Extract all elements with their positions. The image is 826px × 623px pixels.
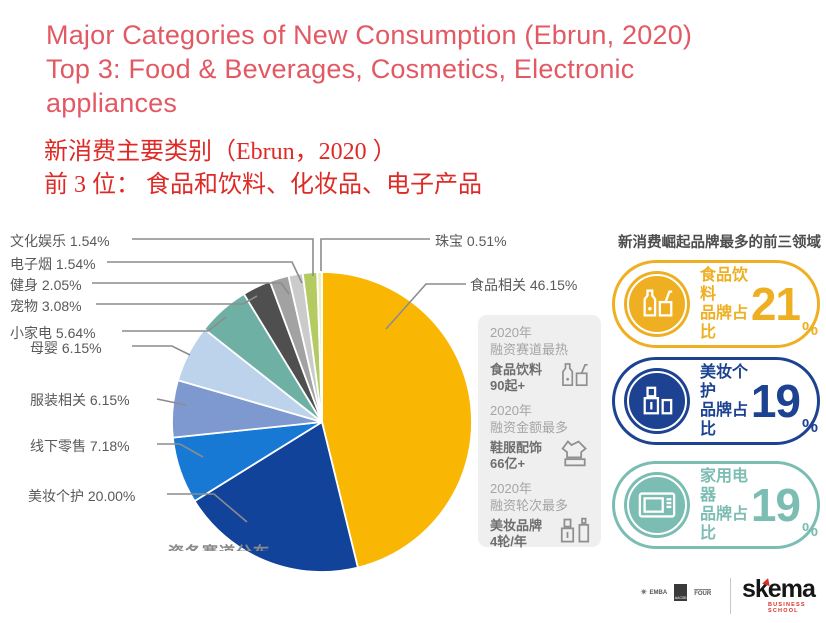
accreditation-logos: ✷ EMBA AACSB FOUR [640,584,712,601]
badge-percent-value: 19 [750,479,801,531]
funding-metric: 融资赛道最热 [490,342,569,357]
pie-label-jewelry: 珠宝 0.51% [435,233,507,249]
funding-value: 4轮/年 [490,533,527,549]
footer-divider [730,578,731,614]
funding-value: 90起+ [490,377,526,393]
funding-metric: 融资金额最多 [490,420,569,435]
badge-home-appliances: 家用电器 品牌占比 19 % [612,461,820,549]
pie-label-food-related: 食品相关 46.15% [470,277,578,293]
pie-label-culture-entertainment: 文化娱乐 1.54% [10,233,110,249]
badge-percent-unit: % [801,319,818,339]
pie-label-fitness: 健身 2.05% [10,277,82,293]
four-logo: FOUR [694,588,712,597]
cosmetics-icon [624,368,690,434]
badge-label-line2: 品牌占比 [700,305,749,341]
equis-star-icon: ✷ [640,587,648,597]
badge-percent-value: 19 [750,375,801,427]
equis-emba-logo: ✷ EMBA [640,587,667,598]
badge-label-line2: 品牌占比 [700,402,749,438]
funding-metric: 融资轮次最多 [490,498,569,513]
badge-percent-value: 21 [750,278,801,330]
funding-name: 食品饮料 [490,361,543,377]
funding-stats-box: 2020年 融资赛道最热 食品饮料 90起+ 2020年 [478,315,601,549]
pie-label-ecigarette: 电子烟 1.54% [10,256,96,272]
funding-name: 美妆品牌 [490,517,543,533]
pie-slice-珠宝 [316,271,323,423]
aacsb-logo: AACSB [674,584,688,601]
pie-label-pets: 宠物 3.08% [10,298,82,314]
bottle-and-cup-icon [557,360,591,395]
badge-label-line1: 家用电器 [700,468,749,504]
pie-label-beauty-personal-care: 美妆个护 20.00% [28,488,136,504]
badge-percent-unit: % [801,520,818,540]
cosmetics-icon [559,516,591,551]
funding-item-food: 2020年 融资赛道最热 食品饮料 90起+ [490,324,591,395]
pie-label-small-appliances: 小家电 5.64% [10,325,96,341]
title-chinese-line1: 新消费主要类别（Ebrun，2020 ） [44,139,397,165]
badge-food-beverage: 食品饮料 品牌占比 21 % [612,260,820,348]
microwave-icon [624,472,690,538]
clothing-icon [559,438,591,473]
badge-percent-unit: % [801,416,818,436]
badge-beauty-personal-care: 美妆个护 品牌占比 19 % [612,357,820,445]
pie-label-mother-baby: 母婴 6.15% [30,340,102,356]
pie-label-offline-retail: 线下零售 7.18% [30,438,130,454]
skema-text: skema [742,575,816,603]
pie-chart [167,267,477,577]
title-english: Major Categories of New Consumption (Ebr… [46,18,776,120]
funding-period: 2020年 [490,325,532,340]
funding-period: 2020年 [490,403,532,418]
funding-period: 2020年 [490,481,532,496]
title-chinese-line2: 前 3 位： 食品和饮料、化妆品、电子产品 [44,172,482,198]
emba-label: EMBA [649,589,668,596]
skema-wordmark: skema [742,576,820,602]
funding-name: 鞋服配饰 [490,439,543,455]
pie-slices [171,271,473,573]
drinks-icon [624,271,690,337]
footer-logos: ✷ EMBA AACSB FOUR skema BUSINESS SCHOOL [640,576,820,618]
title-english-line1: Major Categories of New Consumption (Ebr… [46,20,693,50]
pie-slice-食品相关 [321,271,473,569]
title-chinese: 新消费主要类别（Ebrun，2020 ） 前 3 位： 食品和饮料、化妆品、电子… [44,136,684,202]
badge-label-line2: 品牌占比 [700,506,749,542]
funding-item-beauty: 2020年 融资轮次最多 美妆品牌 4轮/年 [490,480,591,551]
skema-subtitle: BUSINESS SCHOOL [768,602,806,614]
skema-logo: skema BUSINESS SCHOOL [742,576,820,614]
title-english-line3: appliances [46,88,178,118]
badge-label-line1: 美妆个护 [700,364,749,400]
pie-label-apparel: 服装相关 6.15% [30,392,130,408]
title-english-line2: Top 3: Food & Beverages, Cosmetics, Elec… [46,54,635,84]
funding-value: 66亿+ [490,455,526,471]
badge-label-line1: 食品饮料 [700,267,749,303]
pie-caption-clipped: 资各赛道分布 [168,539,318,551]
top3-panel-header: 新消费崛起品牌最多的前三领域 [618,235,821,251]
funding-item-apparel: 2020年 融资金额最多 鞋服配饰 66亿+ [490,402,591,473]
